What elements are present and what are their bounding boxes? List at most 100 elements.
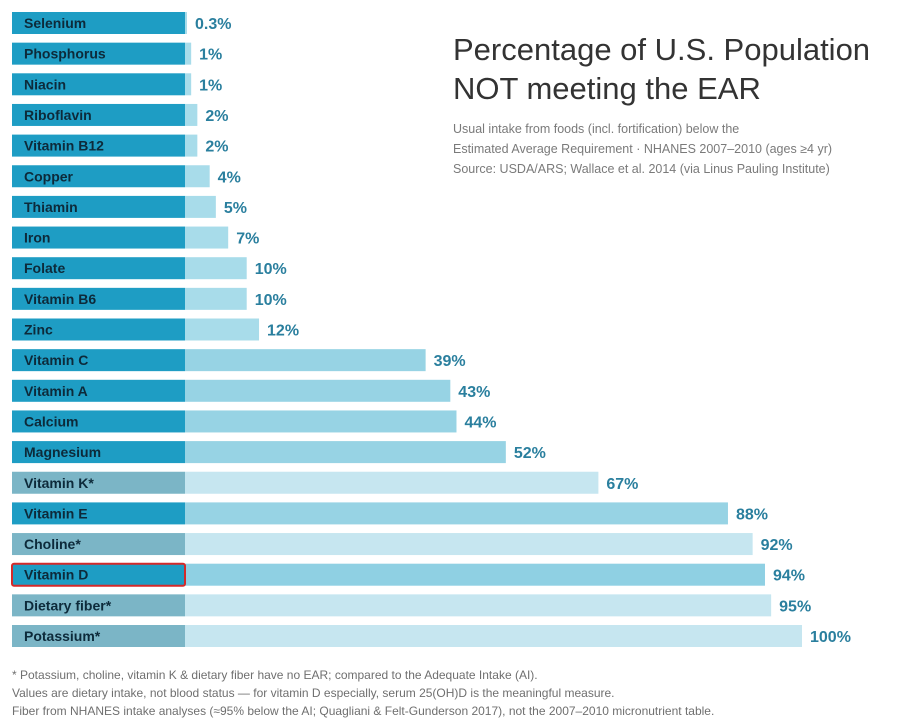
value-label-copper: 4% [218,169,241,186]
category-label-dietary-fiber: Dietary fiber* [24,597,112,613]
category-label-iron: Iron [24,230,50,246]
bar-row-selenium: Selenium 0.3% [12,12,231,34]
category-label-vitamin-d: Vitamin D [24,567,88,583]
value-label-selenium: 0.3% [195,16,231,33]
value-label-choline: 92% [761,537,793,554]
label-box-niacin [12,73,185,96]
value-label-magnesium: 52% [514,445,546,462]
bar-row-niacin: Niacin 1% [12,73,222,96]
label-box-iron [12,226,185,249]
bar-vitamin-d [185,563,765,586]
category-label-thiamin: Thiamin [24,199,78,215]
bar-potassium [185,625,802,647]
value-label-calcium: 44% [464,414,496,431]
value-label-folate: 10% [255,261,287,278]
category-label-potassium: Potassium* [24,628,101,644]
category-label-copper: Copper [24,168,74,184]
bar-vitamin-e [185,502,728,525]
bar-vitamin-a [185,379,451,402]
bar-row-choline: Choline* 92% [12,533,793,556]
category-label-phosphorus: Phosphorus [24,46,106,62]
label-box-copper [12,165,185,188]
chart-title-line-1: Percentage of U.S. Population [453,32,870,67]
bar-copper [185,165,210,188]
chart-subtitle-line-3: Source: USDA/ARS; Wallace et al. 2014 (v… [453,162,830,176]
category-label-zinc: Zinc [24,322,53,338]
value-label-iron: 7% [236,231,259,248]
bar-iron [185,226,229,249]
footnote-3: Fiber from NHANES intake analyses (≈95% … [12,704,714,718]
bar-selenium [185,12,187,34]
value-label-zinc: 12% [267,323,299,340]
bar-row-vitamin-d: Vitamin D 94% [11,562,805,587]
category-label-vitamin-k: Vitamin K* [24,475,94,491]
label-box-vitamin-e [12,502,185,525]
highlight-outline [11,562,186,587]
bar-row-vitamin-a: Vitamin A 43% [12,379,490,402]
value-label-vitamin-a: 43% [458,384,490,401]
bar-row-phosphorus: Phosphorus 1% [12,42,222,65]
bar-choline [185,533,753,556]
value-label-vitamin-k: 67% [606,476,638,493]
label-box-dietary-fiber [12,594,185,617]
bar-folate [185,257,247,280]
chart-subtitle-line-2: Estimated Average Requirement · NHANES 2… [453,142,832,156]
chart-header: Percentage of U.S. Population NOT meetin… [453,32,870,176]
bar-riboflavin [185,103,198,126]
bar-row-folate: Folate 10% [12,257,287,280]
category-label-vitamin-e: Vitamin E [24,505,88,521]
bar-row-dietary-fiber: Dietary fiber* 95% [12,594,811,617]
label-box-potassium [12,625,185,647]
bar-row-potassium: Potassium* 100% [12,625,851,647]
label-box-vitamin-b6 [12,287,185,310]
value-label-riboflavin: 2% [205,108,228,125]
footnote-1: * Potassium, choline, vitamin K & dietar… [12,668,538,682]
bar-vitamin-c [185,349,426,372]
category-label-vitamin-b12: Vitamin B12 [24,138,104,154]
footnotes: * Potassium, choline, vitamin K & dietar… [12,668,714,718]
bar-row-vitamin-k: Vitamin K* 67% [12,471,638,494]
bar-row-riboflavin: Riboflavin 2% [12,103,228,126]
value-label-potassium: 100% [810,629,851,646]
label-box-selenium [12,12,185,34]
bar-vitamin-b6 [185,287,247,310]
category-label-magnesium: Magnesium [24,444,101,460]
value-label-thiamin: 5% [224,200,247,217]
bar-row-vitamin-e: Vitamin E 88% [12,502,768,525]
value-label-vitamin-b12: 2% [205,139,228,156]
category-label-folate: Folate [24,260,65,276]
bar-magnesium [185,441,506,464]
bar-row-iron: Iron 7% [12,226,259,249]
bars-layer: Selenium 0.3% Phosphorus 1% Niacin 1% Riboflav… [11,12,851,647]
bar-zinc [185,318,260,341]
label-box-zinc [12,318,185,341]
label-box-vitamin-k [12,471,185,494]
value-label-niacin: 1% [199,77,222,94]
bar-row-magnesium: Magnesium 52% [12,441,546,464]
bar-row-zinc: Zinc 12% [12,318,299,341]
label-box-riboflavin [12,103,185,126]
footnote-2: Values are dietary intake, not blood sta… [12,686,615,700]
label-box-vitamin-d [12,563,185,586]
label-box-thiamin [12,195,185,218]
category-label-calcium: Calcium [24,413,78,429]
value-label-phosphorus: 1% [199,47,222,64]
bar-vitamin-b12 [185,134,198,157]
value-label-vitamin-e: 88% [736,506,768,523]
category-label-selenium: Selenium [24,15,86,31]
label-box-calcium [12,410,185,433]
category-label-vitamin-c: Vitamin C [24,352,88,368]
label-box-folate [12,257,185,280]
bar-row-vitamin-b12: Vitamin B12 2% [12,134,228,157]
bar-calcium [185,410,457,433]
bar-row-copper: Copper 4% [12,165,241,188]
label-box-phosphorus [12,42,185,65]
label-box-vitamin-b12 [12,134,185,157]
chart-subtitle-line-1: Usual intake from foods (incl. fortifica… [453,122,739,136]
bar-dietary-fiber [185,594,772,617]
bar-row-vitamin-b6: Vitamin B6 10% [12,287,287,310]
category-label-vitamin-b6: Vitamin B6 [24,291,96,307]
bar-niacin [185,73,192,96]
label-box-choline [12,533,185,556]
bar-row-thiamin: Thiamin 5% [12,195,247,218]
